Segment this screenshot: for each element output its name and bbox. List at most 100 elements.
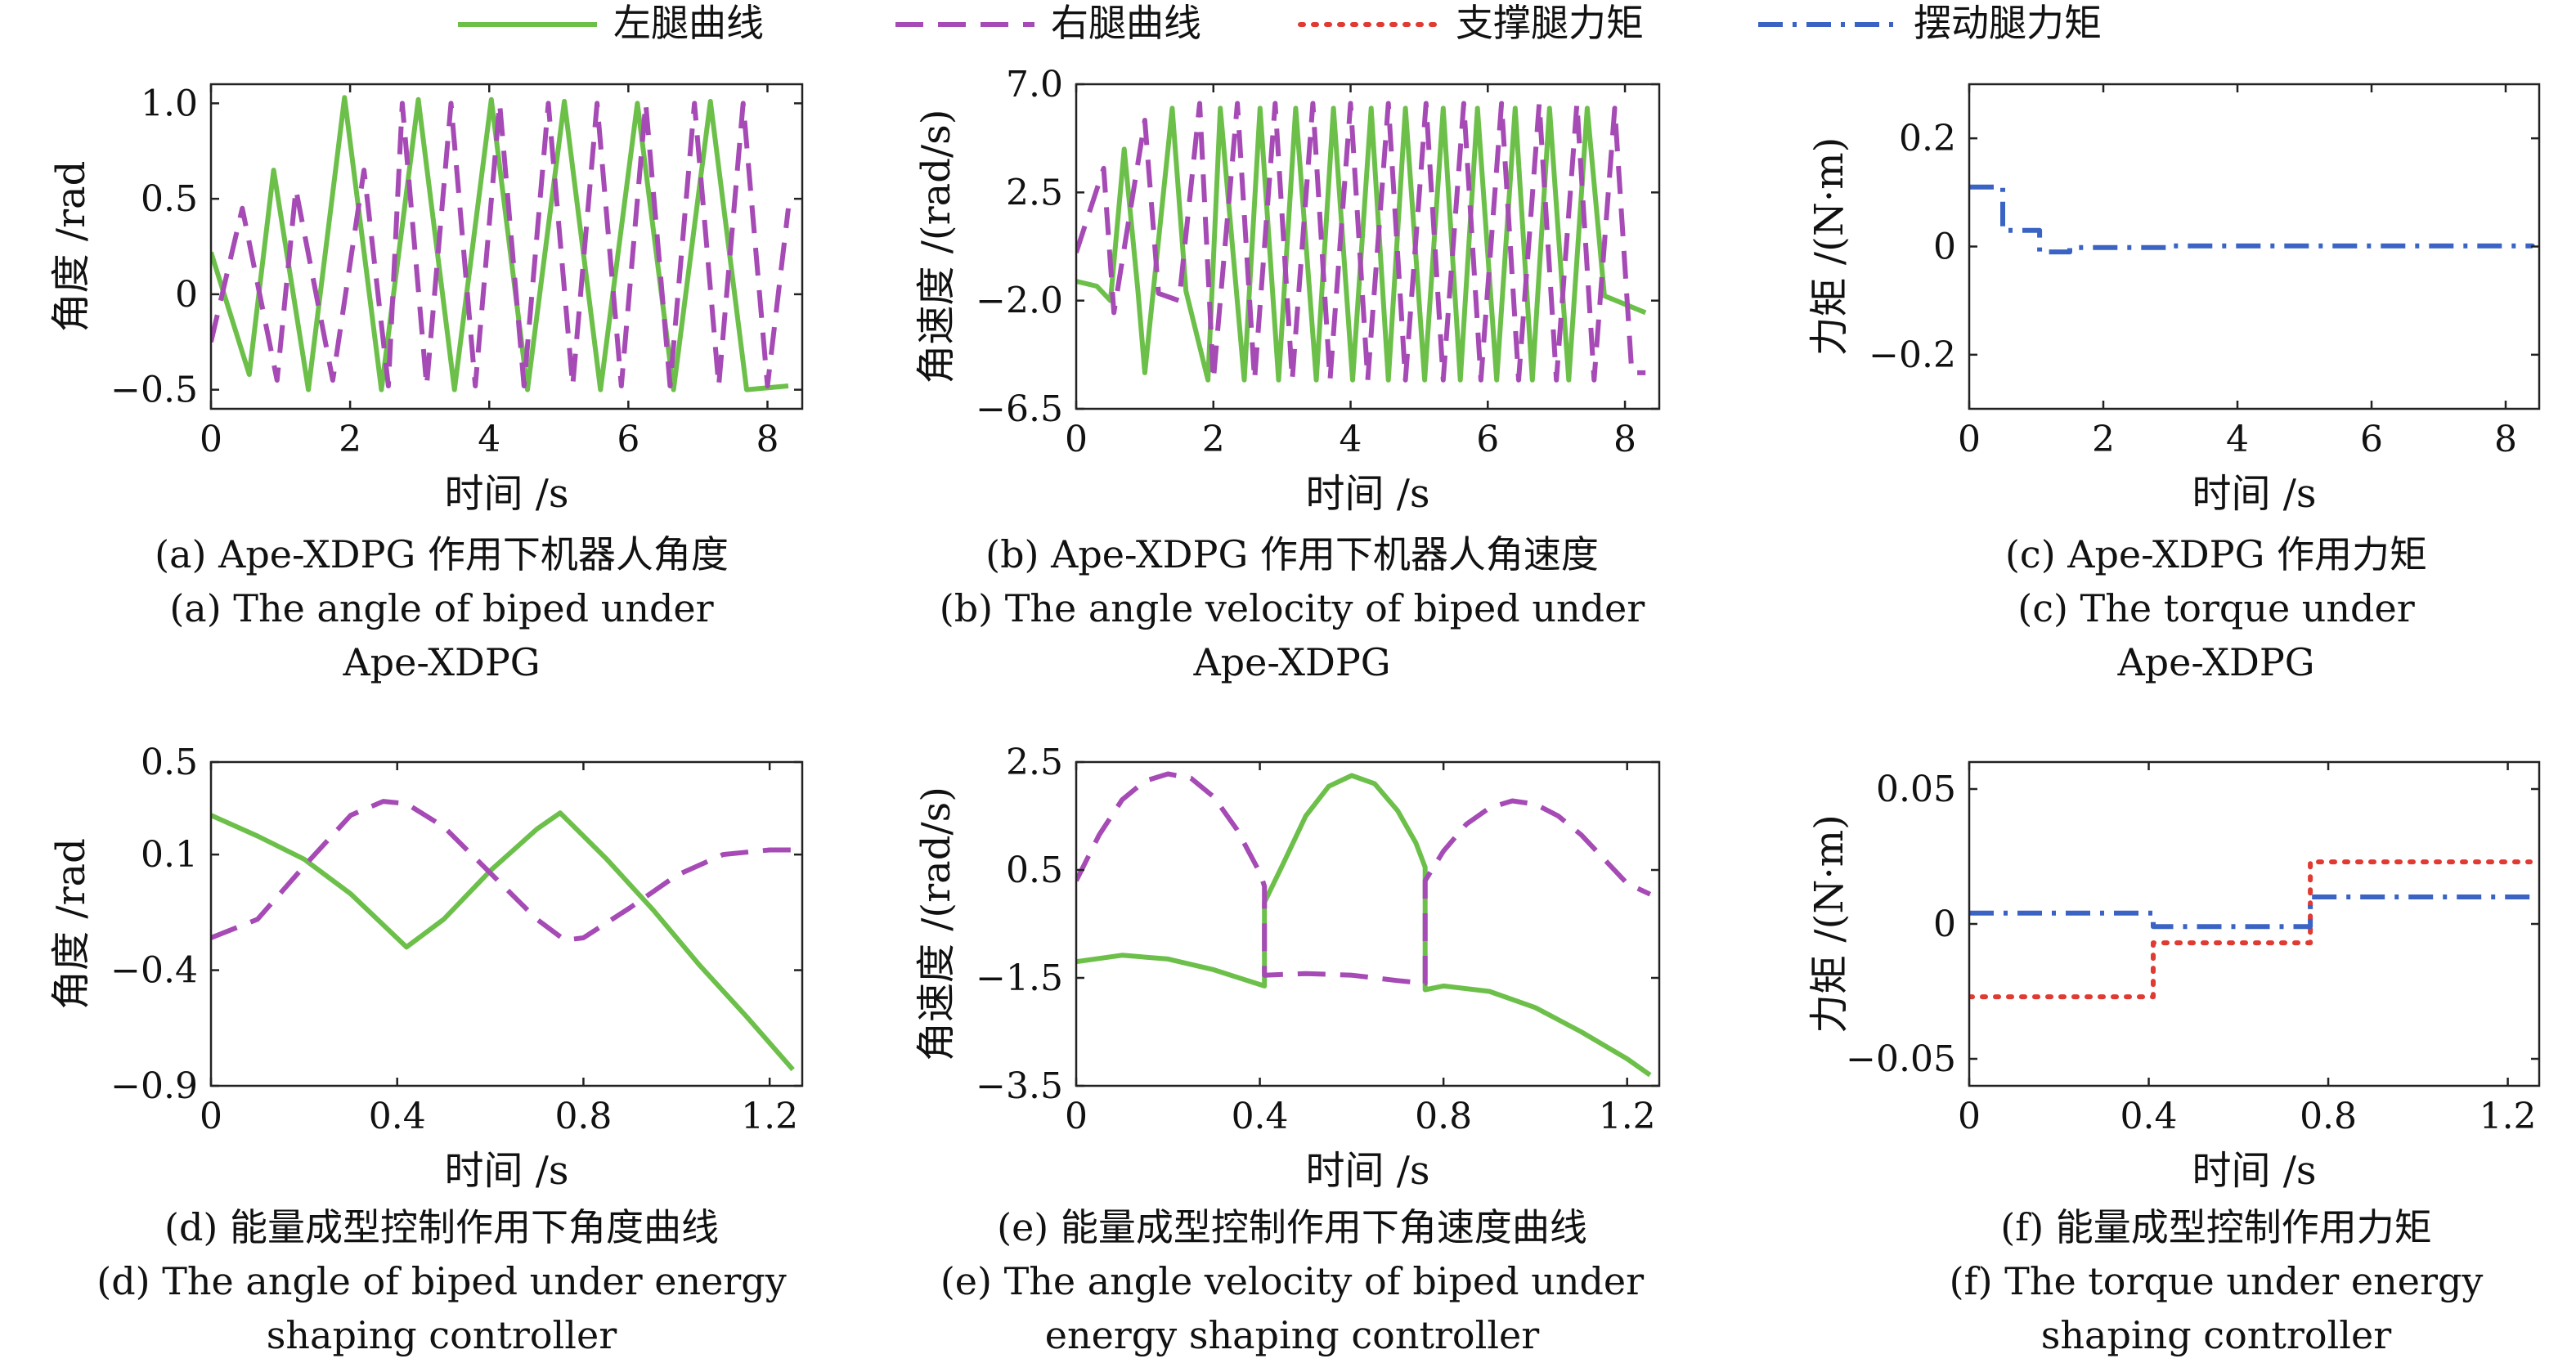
caption-c: (c) Ape-XDPG 作用力矩 (c) The torque under A…: [1881, 527, 2551, 689]
chart-c-xtick-label-3: 4: [2226, 419, 2249, 460]
legend: 左腿曲线 右腿曲线 支撑腿力矩 摆动腿力矩: [458, 1, 2102, 45]
chart-a-xlabel: 时间 /s: [444, 471, 568, 517]
chart-b-series-2: [1076, 101, 1646, 383]
caption-e: (e) 能量成型控制作用下角速度曲线 (e) The angle velocit…: [883, 1200, 1701, 1362]
caption-e-line-1: (e) 能量成型控制作用下角速度曲线: [997, 1205, 1587, 1249]
chart-b-xtick-label-2: 2: [1202, 419, 1225, 460]
chart-f-series-2: [1969, 894, 2530, 930]
caption-c-line-1: (c) Ape-XDPG 作用力矩: [2004, 532, 2428, 576]
caption-d-line-1: (d) 能量成型控制作用下角度曲线: [164, 1205, 719, 1249]
chart-e-frame: [1075, 760, 1661, 1087]
chart-a-ytick-label-2: 0: [175, 274, 198, 316]
chart-a-xtick-label-2: 2: [339, 419, 361, 460]
chart-a-ytick-label-3: 0.5: [141, 178, 198, 220]
chart-c-ylabel: 力矩 /(N·m): [1806, 137, 1852, 356]
chart-e-series-2: [1076, 771, 1652, 986]
chart-b-xtick-label-5: 8: [1613, 419, 1636, 460]
chart-d-xlabel: 时间 /s: [444, 1148, 568, 1194]
chart-c-series-1: [1969, 184, 2535, 255]
chart-a-xtick-label-1: 0: [200, 419, 222, 460]
chart-f-xtick-label-2: 0.4: [2120, 1096, 2178, 1137]
chart-c-xtick-label-4: 6: [2360, 419, 2383, 460]
chart-d-xtick-label-4: 1.2: [741, 1096, 798, 1137]
caption-c-line-3: Ape-XDPG: [2117, 640, 2315, 684]
chart-a-xtick-label-4: 6: [617, 419, 640, 460]
chart-c-xtick-label-5: 8: [2494, 419, 2517, 460]
legend-label-1: 左腿曲线: [613, 1, 764, 45]
chart-d-ytick-label-2: −0.4: [110, 950, 198, 992]
chart-a-ytick-label-4: 1.0: [141, 83, 198, 124]
caption-f: (f) 能量成型控制作用力矩 (f) The torque under ener…: [1881, 1200, 2551, 1362]
chart-e-xtick-label-2: 0.4: [1232, 1096, 1289, 1137]
caption-e-line-2: (e) The angle velocity of biped under: [940, 1259, 1645, 1303]
chart-e-ytick-label-4: 2.5: [1006, 742, 1063, 783]
chart-d-ytick-label-4: 0.5: [141, 742, 198, 783]
chart-b: 0 2 4 6 8 −6.5 −2.0 2.5 7.0 时间 /s 角速度 /(rad/s): [913, 64, 1661, 517]
chart-a-ytick-label-1: −0.5: [110, 370, 198, 411]
chart-f-xlabel: 时间 /s: [2192, 1148, 2316, 1194]
chart-e-ytick-label-2: −1.5: [976, 957, 1063, 999]
chart-b-ytick-label-3: 2.5: [1006, 172, 1063, 213]
chart-c-xlabel: 时间 /s: [2192, 471, 2316, 517]
chart-d-xtick-label-1: 0: [200, 1096, 222, 1137]
chart-d-xtick-label-3: 0.8: [554, 1096, 612, 1137]
chart-e: 0 0.4 0.8 1.2 −3.5 −1.5 0.5 2.5 时间 /s 角速度 /(rad/s…: [913, 742, 1661, 1194]
chart-a-series-2: [211, 101, 791, 388]
chart-a-ylabel: 角度 /rad: [48, 161, 94, 333]
caption-d-line-2: (d) The angle of biped under energy: [96, 1259, 787, 1303]
caption-b-line-1: (b) Ape-XDPG 作用下机器人角速度: [985, 532, 1599, 576]
chart-b-ylabel: 角速度 /(rad/s): [913, 110, 959, 384]
chart-d-series-2: [211, 799, 793, 943]
chart-b-xtick-label-4: 6: [1476, 419, 1499, 460]
chart-f-ytick-label-1: −0.05: [1846, 1038, 1956, 1080]
chart-d-xtick-label-2: 0.4: [369, 1096, 426, 1137]
chart-c-ytick-label-1: −0.2: [1869, 334, 1956, 376]
chart-e-ytick-label-1: −3.5: [976, 1065, 1063, 1107]
chart-b-frame: [1075, 83, 1661, 410]
chart-c-xtick-label-2: 2: [2092, 419, 2115, 460]
chart-f-xtick-label-1: 0: [1958, 1096, 1981, 1137]
chart-d: 0 0.4 0.8 1.2 −0.9 −0.4 0.1 0.5 时间 /s 角度 /rad: [48, 742, 804, 1194]
caption-e-line-3: energy shaping controller: [1044, 1313, 1540, 1357]
chart-e-ylabel: 角速度 /(rad/s): [913, 787, 959, 1061]
chart-c-ytick-label-2: 0: [1933, 226, 1956, 268]
chart-e-xtick-label-1: 0: [1065, 1096, 1088, 1137]
chart-f-ylabel: 力矩 /(N·m): [1806, 814, 1852, 1033]
chart-b-xtick-label-1: 0: [1065, 419, 1088, 460]
chart-b-series-1: [1076, 105, 1647, 383]
chart-b-xtick-label-3: 4: [1340, 419, 1362, 460]
caption-a-line-1: (a) Ape-XDPG 作用下机器人角度: [155, 532, 729, 576]
chart-f-xtick-label-4: 1.2: [2480, 1096, 2537, 1137]
chart-e-xlabel: 时间 /s: [1305, 1148, 1429, 1194]
legend-label-4: 摆动腿力矩: [1914, 1, 2102, 45]
caption-a-line-2: (a) The angle of biped under: [169, 586, 714, 630]
caption-c-line-2: (c) The torque under: [2017, 586, 2415, 630]
legend-label-3: 支撑腿力矩: [1456, 1, 1644, 45]
chart-b-ytick-label-2: −2.0: [976, 280, 1063, 322]
chart-b-ytick-label-4: 7.0: [1006, 64, 1063, 105]
chart-a: 0 2 4 6 8−0.500.51.0时间 /s角度 /rad: [48, 83, 804, 517]
chart-a-xtick-label-3: 4: [478, 419, 500, 460]
caption-d: (d) 能量成型控制作用下角度曲线 (d) The angle of biped…: [33, 1200, 850, 1362]
caption-f-line-1: (f) 能量成型控制作用力矩: [2000, 1205, 2432, 1249]
chart-a-xtick-label-5: 8: [756, 419, 779, 460]
chart-f-xtick-label-3: 0.8: [2300, 1096, 2357, 1137]
caption-b-line-3: Ape-XDPG: [1193, 640, 1391, 684]
chart-a-frame: [209, 83, 804, 410]
chart-a-series-1: [211, 95, 789, 392]
chart-b-xlabel: 时间 /s: [1305, 471, 1429, 517]
caption-f-line-2: (f) The torque under energy: [1949, 1259, 2484, 1303]
caption-b-line-2: (b) The angle velocity of biped under: [939, 586, 1645, 630]
chart-b-ytick-label-1: −6.5: [976, 388, 1063, 430]
chart-e-xtick-label-3: 0.8: [1415, 1096, 1472, 1137]
chart-f-series-1: [1969, 859, 2533, 1000]
caption-f-line-3: shaping controller: [2040, 1313, 2392, 1357]
chart-e-ytick-label-3: 0.5: [1006, 850, 1063, 891]
legend-label-2: 右腿曲线: [1051, 1, 1201, 45]
caption-b: (b) Ape-XDPG 作用下机器人角速度 (b) The angle vel…: [883, 527, 1701, 689]
chart-d-ylabel: 角度 /rad: [48, 838, 94, 1010]
caption-d-line-3: shaping controller: [266, 1313, 617, 1357]
